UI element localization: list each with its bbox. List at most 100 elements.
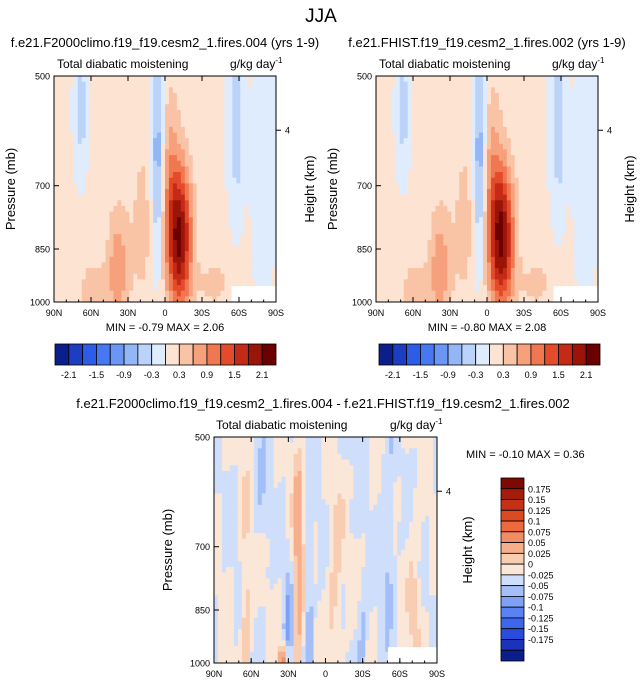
contour-cell [502, 87, 508, 94]
contour-cell [506, 285, 512, 292]
contour-cell [113, 98, 119, 105]
contour-cell [165, 143, 170, 151]
contour-cell [224, 268, 230, 275]
contour-cell [165, 239, 170, 247]
contour-cell [54, 76, 59, 83]
contour-cell [65, 279, 71, 286]
contour-cell [451, 296, 456, 302]
contour-cell [228, 262, 233, 269]
contour-cell [411, 217, 417, 224]
contour-cell [487, 104, 492, 111]
contour-cell [550, 121, 555, 128]
contour-cell [221, 634, 227, 641]
contour-cell [57, 138, 63, 145]
contour-cell [149, 200, 154, 207]
contour-cell [137, 143, 142, 151]
contour-cell [149, 205, 154, 213]
contour-cell [93, 273, 99, 280]
contour-cell [423, 166, 429, 173]
contour-cell [225, 578, 231, 585]
contour-cell [117, 189, 122, 196]
contour-cell [256, 160, 261, 167]
contour-cell [109, 228, 115, 235]
contour-cell [69, 234, 75, 241]
contour-cell [376, 87, 381, 94]
contour-cell [494, 160, 500, 167]
contour-cell [427, 92, 433, 100]
contour-cell [168, 205, 174, 213]
contour-cell [546, 205, 552, 213]
contour-cell [212, 166, 218, 173]
contour-cell [590, 262, 595, 269]
contour-cell [490, 166, 496, 173]
contour-cell [200, 245, 206, 252]
contour-cell [455, 256, 460, 264]
contour-cell [125, 172, 130, 179]
contour-cell [518, 239, 524, 247]
contour-cell [225, 459, 231, 466]
contour-cell [376, 262, 381, 269]
contour-cell [141, 143, 146, 151]
contour-cell [439, 296, 444, 302]
contour-cell [168, 189, 174, 196]
contour-cell [241, 617, 247, 625]
contour-cell [542, 104, 548, 111]
contour-cell [570, 149, 575, 156]
contour-cell [101, 217, 107, 224]
contour-cell [483, 256, 488, 264]
contour-cell [423, 155, 429, 162]
contour-cell [125, 115, 130, 122]
contour-cell [252, 262, 257, 269]
contour-cell [502, 126, 508, 134]
contour-cell [225, 465, 231, 472]
contour-cell [89, 132, 95, 139]
contour-cell [479, 211, 484, 218]
contour-cell [526, 285, 532, 292]
contour-cell [184, 256, 190, 264]
contour-cell [427, 115, 433, 122]
contour-cell [550, 268, 555, 275]
contour-cell [216, 273, 222, 280]
contour-cell [483, 172, 488, 179]
contour-cell [475, 92, 480, 100]
colorbar-swatch [109, 343, 125, 366]
contour-cell [534, 222, 540, 230]
contour-cell [157, 268, 162, 275]
contour-cell [542, 194, 548, 201]
contour-cell [383, 87, 389, 94]
contour-cell [217, 572, 223, 579]
contour-cell [85, 132, 91, 139]
contour-cell [403, 239, 409, 247]
contour-cell [379, 155, 385, 162]
contour-cell [383, 279, 389, 286]
contour-cell [415, 234, 421, 241]
contour-cell [73, 143, 79, 151]
contour-cell [77, 172, 83, 179]
contour-cell [522, 132, 528, 139]
contour-cell [149, 183, 154, 190]
contour-cell [133, 132, 138, 139]
contour-cell [97, 104, 103, 111]
contour-cell [451, 290, 456, 297]
contour-cell [145, 245, 150, 252]
contour-cell [73, 205, 79, 213]
contour-cell [487, 76, 492, 83]
contour-cell [399, 160, 405, 167]
contour-cell [220, 132, 226, 139]
contour-cell [387, 183, 393, 190]
contour-cell [498, 290, 504, 297]
contour-cell [61, 273, 67, 280]
contour-cell [383, 81, 389, 88]
contour-cell [264, 138, 269, 145]
contour-cell [379, 217, 385, 224]
panel-title: f.e21.FHIST.f19_f19.cesm2_1.fires.002 (y… [348, 35, 625, 50]
contour-cell [387, 177, 393, 184]
contour-cell [562, 76, 567, 83]
contour-cell [204, 290, 210, 297]
contour-cell [214, 476, 219, 483]
contour-cell [546, 76, 552, 83]
contour-cell [506, 115, 512, 122]
contour-cell [411, 76, 417, 83]
contour-cell [415, 268, 421, 275]
contour-cell [435, 126, 441, 134]
